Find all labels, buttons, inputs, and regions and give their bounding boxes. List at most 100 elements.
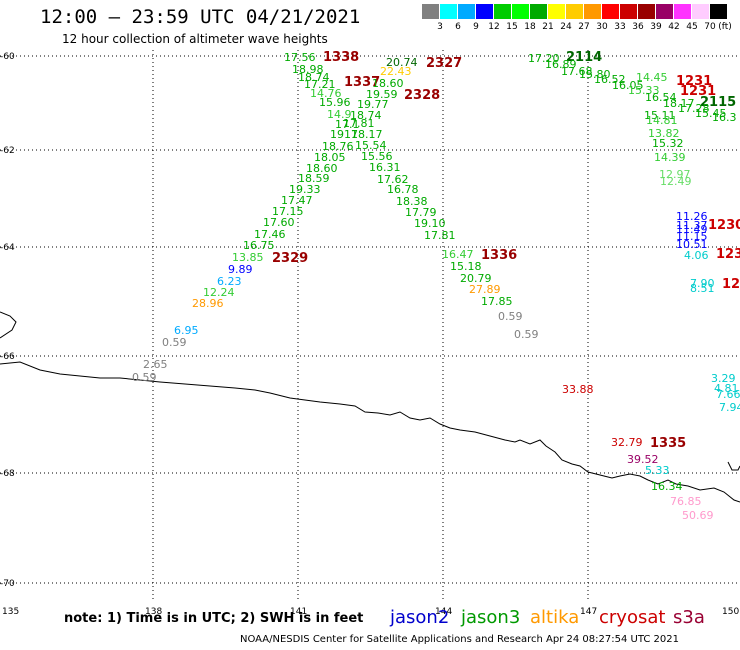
legend-label: 33 (614, 22, 626, 32)
wave-height-label: 0.59 (132, 371, 157, 384)
legend-label: 36 (632, 22, 644, 32)
wave-height-label: 5.33 (645, 464, 670, 477)
wave-height-label: 15.33 (628, 84, 660, 97)
satellite-s3a-label: s3a (673, 607, 705, 628)
wave-height-label: 17.20 (528, 52, 560, 65)
wave-height-label: 16.89 (545, 58, 577, 71)
legend-label: 39 (650, 22, 662, 32)
lat-tick-label: -64 (0, 243, 15, 253)
wave-height-label: 11.15 (676, 230, 708, 243)
lon-tick-label: 138 (145, 607, 162, 617)
wave-height-label: 0.59 (498, 310, 523, 323)
wave-height-label: 16.34 (651, 480, 683, 493)
wave-height-label: 14.81 (646, 114, 678, 127)
legend-swatch (584, 4, 601, 19)
legend-unit: (ft) (718, 22, 732, 32)
wave-height-label: 17.68 (561, 65, 593, 78)
wave-height-label: 1917 (330, 128, 358, 141)
wave-height-label: 18.05 (314, 151, 346, 164)
track-id-label: 2329 (272, 251, 308, 266)
wave-height-label: 18.60 (372, 77, 404, 90)
legend-label: 70 (704, 22, 716, 32)
legend-swatch (512, 4, 529, 19)
satellite-altika-label: altika (530, 607, 580, 628)
wave-height-label: 6.23 (217, 275, 242, 288)
wave-height-label: 17.85 (481, 295, 513, 308)
legend-label: 6 (455, 22, 461, 32)
wave-height-label: 16.31 (369, 161, 401, 174)
wave-height-label: 16.75 (243, 239, 275, 252)
wave-height-label: 14.76 (310, 87, 342, 100)
legend-label: 15 (506, 22, 518, 32)
lat-tick-label: -66 (0, 352, 15, 362)
wave-height-label: 17.15 (272, 205, 304, 218)
legend-swatch (476, 4, 493, 19)
wave-height-label: 6.95 (174, 324, 199, 337)
legend-swatch (566, 4, 583, 19)
wave-height-label: 32.79 (611, 436, 643, 449)
wave-height-label: 20.79 (460, 272, 492, 285)
wave-height-label: 10.51 (676, 238, 708, 251)
wave-height-label: 50.69 (682, 509, 714, 522)
legend-swatch (440, 4, 457, 19)
wave-height-label: 12.24 (203, 286, 235, 299)
wave-height-label: 17.47 (281, 194, 313, 207)
wave-height-label: 15.96 (319, 96, 351, 109)
wave-height-label: 0.59 (514, 328, 539, 341)
legend-label: 3 (437, 22, 443, 32)
wave-height-label: 16.05 (612, 79, 644, 92)
wave-height-label: 16.52 (594, 73, 626, 86)
satellite-jason3-label: jason3 (461, 607, 521, 628)
wave-height-label: 19.10 (414, 217, 446, 230)
lon-tick-label: 141 (290, 607, 307, 617)
wave-height-label: 15.18 (450, 260, 482, 273)
wave-height-label: 4.06 (684, 249, 709, 262)
wave-height-label: 17.56 (284, 51, 316, 64)
wave-height-label: 11.37 (676, 219, 708, 232)
legend-label: 27 (578, 22, 590, 32)
wave-height-label: 9.89 (228, 263, 253, 276)
track-id-label: 2328 (404, 88, 440, 103)
wave-height-label: 7.66 (716, 388, 740, 401)
wave-height-label: 28.96 (192, 297, 224, 310)
wave-height-label: 76.85 (670, 495, 702, 508)
wave-height-label: 13.82 (648, 127, 680, 140)
wave-height-label: 18.76 (322, 140, 354, 153)
wave-height-label: 17.81 (343, 117, 375, 130)
wave-height-label: 22.43 (380, 65, 412, 78)
wave-height-label: 19.77 (357, 98, 389, 111)
legend-swatch (458, 4, 475, 19)
wave-height-label: 18.60 (306, 162, 338, 175)
wave-height-label: 14.45 (636, 71, 668, 84)
coastline-path (0, 311, 17, 339)
wave-height-label: 11.49 (676, 223, 708, 236)
legend-label: 42 (668, 22, 680, 32)
track-id-label: 1231 (676, 74, 712, 89)
track-id-label: 2327 (426, 56, 462, 71)
legend-swatch (692, 4, 709, 19)
satellite-jason2-label: jason2 (390, 607, 450, 628)
track-id-label: 1338 (323, 50, 359, 65)
wave-height-label: 13.85 (232, 251, 264, 264)
legend-label: 18 (524, 22, 536, 32)
legend-swatch (422, 4, 439, 19)
legend-label: 45 (686, 22, 698, 32)
wave-height-label: 4.81 (714, 382, 739, 395)
track-id-label: 1231 (680, 84, 716, 99)
legend-label: 24 (560, 22, 572, 32)
wave-height-label: 14.9 (327, 108, 352, 121)
wave-height-label: 15.45 (695, 107, 727, 120)
wave-height-label: 17.81 (424, 229, 456, 242)
credit-line: NOAA/NESDIS Center for Satellite Applica… (240, 634, 679, 645)
wave-height-label: 11.26 (676, 210, 708, 223)
legend-swatch (602, 4, 619, 19)
legend-label: 30 (596, 22, 608, 32)
wave-height-label: 16.3 (712, 111, 737, 124)
lon-tick-label: 135 (2, 607, 19, 617)
map-title: 12:00 – 23:59 UTC 04/21/2021 (40, 6, 361, 28)
wave-height-label: 15.11 (644, 109, 676, 122)
lon-tick-label: 147 (580, 607, 597, 617)
track-id-label: 1337 (344, 75, 380, 90)
legend-swatch (674, 4, 691, 19)
wave-height-label: 17.46 (254, 228, 286, 241)
